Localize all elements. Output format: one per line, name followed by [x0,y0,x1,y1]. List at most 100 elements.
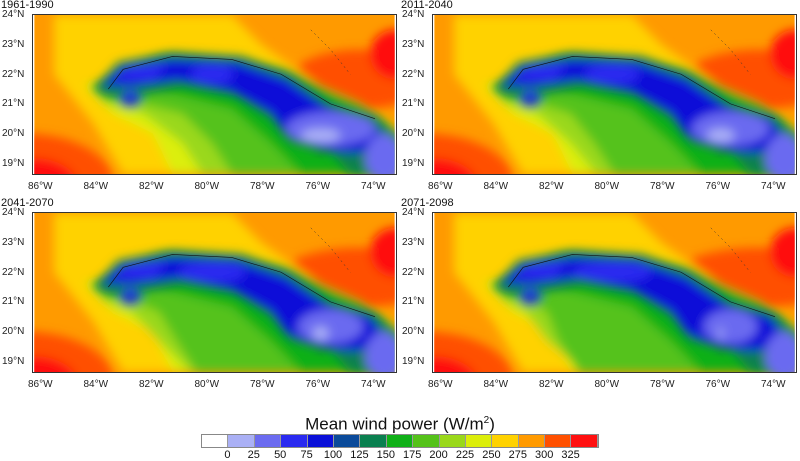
wind-power-map [432,212,797,373]
coastline [508,254,776,317]
latitude-tick: 24°N [2,207,25,218]
latitude-tick: 20°N [2,128,25,140]
wind-power-map [432,14,797,175]
coastline [108,56,376,119]
colorbar-swatch [386,435,414,447]
latitude-tick: 23°N [2,236,25,248]
wind-power-map [32,14,397,175]
longitude-tick: 86°W [28,379,53,390]
colorbar-title: Mean wind power (W/m2) [305,414,495,434]
colorbar-label: 150 [376,449,395,461]
latitude-tick: 19°N [402,158,425,169]
colorbar-swatch [413,435,440,447]
map-panel [32,14,397,175]
longitude-tick: 84°W [83,379,109,390]
longitude-tick: 82°W [539,379,564,390]
latitude-tick: 22°N [402,266,425,278]
map-panel [32,212,397,373]
latitude-tick: 19°N [2,158,25,169]
colorbar-label: 300 [535,449,554,461]
colorbar-label: 325 [561,449,580,461]
longitude-tick: 86°W [428,379,453,390]
colorbar-swatch [307,435,334,447]
longitude-tick: 74°W [761,379,786,390]
latitude-tick: 21°N [402,98,425,110]
latitude-tick: 19°N [2,356,25,367]
latitude-tick: 21°N [2,296,25,308]
colorbar-swatch [281,435,308,447]
longitude-tick: 80°W [194,181,220,192]
latitude-tick: 23°N [402,236,425,248]
longitude-tick: 84°W [483,379,509,390]
longitude-tick: 78°W [250,379,275,390]
latitude-tick: 23°N [2,38,25,50]
longitude-tick: 80°W [594,181,620,192]
panel-title: 2071-2098 [401,197,454,209]
longitude-tick: 78°W [650,379,675,390]
colorbar-swatch [545,435,572,447]
colorbar-swatch [465,435,493,447]
colorbar-swatch [333,435,361,447]
latitude-tick: 21°N [402,296,425,308]
longitude-tick: 74°W [761,181,786,192]
longitude-tick: 76°W [305,379,331,390]
colorbar-label: 25 [247,449,260,461]
longitude-tick: 86°W [28,181,53,192]
latitude-tick: 24°N [402,207,425,218]
panel-title: 2011-2040 [401,0,453,11]
coastline [108,254,376,317]
latitude-tick: 22°N [2,266,25,278]
map-panel [432,14,797,175]
colorbar-label: 200 [429,449,448,461]
map-panel [432,212,797,373]
latitude-tick: 21°N [2,98,25,110]
colorbar-label: 50 [274,449,287,461]
longitude-tick: 74°W [361,379,386,390]
colorbar-swatch [492,435,519,447]
latitude-tick: 23°N [402,38,425,50]
colorbar-label: 175 [403,449,422,461]
wind-power-map [32,212,397,373]
latitude-tick: 20°N [402,326,425,338]
latitude-tick: 20°N [2,326,25,338]
panel-title: 1961-1990 [1,0,54,11]
latitude-tick: 20°N [402,128,425,140]
colorbar-swatch [518,435,546,447]
longitude-tick: 78°W [250,181,275,192]
longitude-tick: 76°W [305,181,331,192]
latitude-tick: 24°N [402,9,425,20]
colorbar-label: 250 [482,449,501,461]
colorbar-label: 75 [300,449,313,461]
colorbar-swatch [571,435,598,447]
longitude-tick: 86°W [428,181,453,192]
longitude-tick: 78°W [650,181,675,192]
longitude-tick: 80°W [194,379,220,390]
colorbar-swatch [228,435,255,447]
longitude-tick: 82°W [139,181,164,192]
colorbar [201,434,599,448]
longitude-tick: 80°W [594,379,620,390]
longitude-tick: 76°W [705,181,731,192]
colorbar-label: 125 [350,449,369,461]
colorbar-swatch [202,435,229,447]
panel-title: 2041-2070 [1,197,54,209]
colorbar-label: 275 [508,449,527,461]
latitude-tick: 24°N [2,9,25,20]
longitude-tick: 76°W [705,379,731,390]
latitude-tick: 22°N [402,68,425,80]
longitude-tick: 84°W [83,181,109,192]
latitude-tick: 22°N [2,68,25,80]
longitude-tick: 82°W [139,379,164,390]
colorbar-swatch [439,435,466,447]
colorbar-label: 0 [224,449,231,461]
colorbar-label: 225 [455,449,475,461]
longitude-tick: 84°W [483,181,509,192]
coastline [508,56,776,119]
latitude-tick: 19°N [402,356,425,367]
colorbar-swatch [360,435,387,447]
longitude-tick: 74°W [361,181,386,192]
longitude-tick: 82°W [539,181,564,192]
colorbar-swatch [254,435,282,447]
colorbar-label: 100 [323,449,343,461]
